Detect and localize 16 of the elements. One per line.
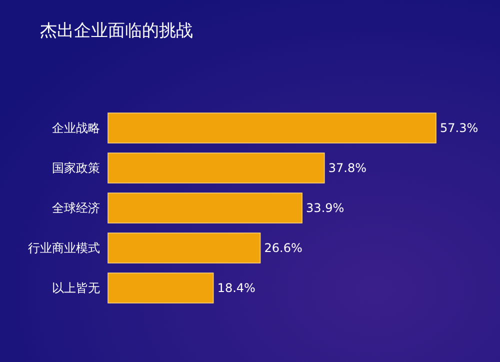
y-tick-label: 以上皆无 [52,281,100,295]
bar [108,232,261,264]
data-label: 26.6% [264,241,302,255]
data-label: 37.8% [328,161,366,175]
data-label: 33.9% [306,201,344,215]
y-tick-label: 全球经济 [52,201,100,215]
chart-title: 杰出企业面临的挑战 [40,21,193,41]
data-label: 18.4% [217,281,256,295]
bar [108,112,436,144]
bar [108,192,302,224]
bar [108,152,325,184]
y-tick-label: 企业战略 [52,121,100,135]
y-tick-label: 国家政策 [52,161,100,175]
bar [108,272,214,304]
y-tick-label: 行业商业模式 [28,241,100,255]
data-label: 57.3% [440,121,478,135]
